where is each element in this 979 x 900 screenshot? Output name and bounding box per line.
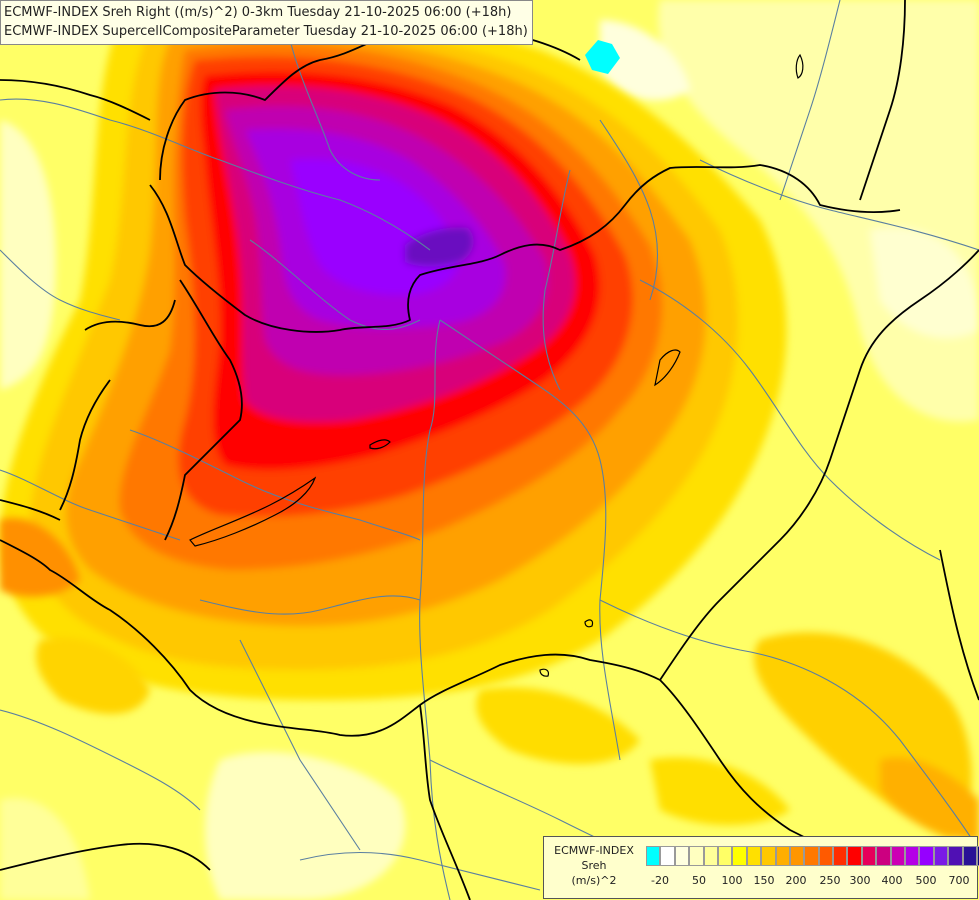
cyan-spot [585,40,620,74]
legend-tick-label: 500 [915,874,937,887]
legend-swatch [717,846,733,866]
legend-swatch [746,846,762,866]
legend-swatch [703,846,718,866]
legend-swatch [905,846,920,866]
legend-swatches [646,846,979,866]
header-line-2: ECMWF-INDEX SupercellCompositeParameter … [4,24,528,39]
legend-swatch [890,846,906,866]
color-legend: ECMWF-INDEX Sreh (m/s)^2 -20 50 100 150 200 2… [543,836,979,899]
legend-swatch [948,846,963,866]
legend-swatch [962,846,977,866]
legend-variable: Sreh [581,859,607,872]
legend-ticks: -20 50 100 150 200 250 300 400 500 700 [646,874,976,890]
secondary-patches [0,518,979,840]
legend-swatch [919,846,934,866]
header-line-1: ECMWF-INDEX Sreh Right ((m/s)^2) 0-3km T… [4,5,512,20]
legend-tick-label: 150 [753,874,775,887]
legend-swatch [689,846,704,866]
lakes [189,53,804,677]
legend-tick-label: -20 [651,874,669,887]
legend-tick-label: 700 [948,874,970,887]
legend-swatch [818,846,834,866]
legend-swatch [660,846,675,866]
legend-swatch [789,846,805,866]
legend-swatch [876,846,891,866]
legend-swatch [833,846,848,866]
legend-title: ECMWF-INDEX [554,844,634,857]
legend-swatch [933,846,949,866]
legend-swatch [976,846,979,866]
legend-tick-label: 400 [881,874,903,887]
legend-swatch [761,846,776,866]
legend-swatch [861,846,877,866]
legend-tick-label: 50 [692,874,706,887]
legend-units: (m/s)^2 [571,874,617,887]
legend-swatch [732,846,747,866]
legend-tick-label: 250 [819,874,841,887]
legend-swatch [674,846,690,866]
legend-swatch [646,846,661,866]
legend-tick-label: 100 [721,874,743,887]
helicity-field [0,10,787,700]
legend-swatch [804,846,819,866]
legend-swatch [775,846,790,866]
legend-label: ECMWF-INDEX Sreh (m/s)^2 [544,843,644,888]
legend-tick-label: 300 [849,874,871,887]
legend-tick-label: 200 [785,874,807,887]
map-header: ECMWF-INDEX Sreh Right ((m/s)^2) 0-3km T… [0,0,533,45]
legend-swatch [847,846,862,866]
